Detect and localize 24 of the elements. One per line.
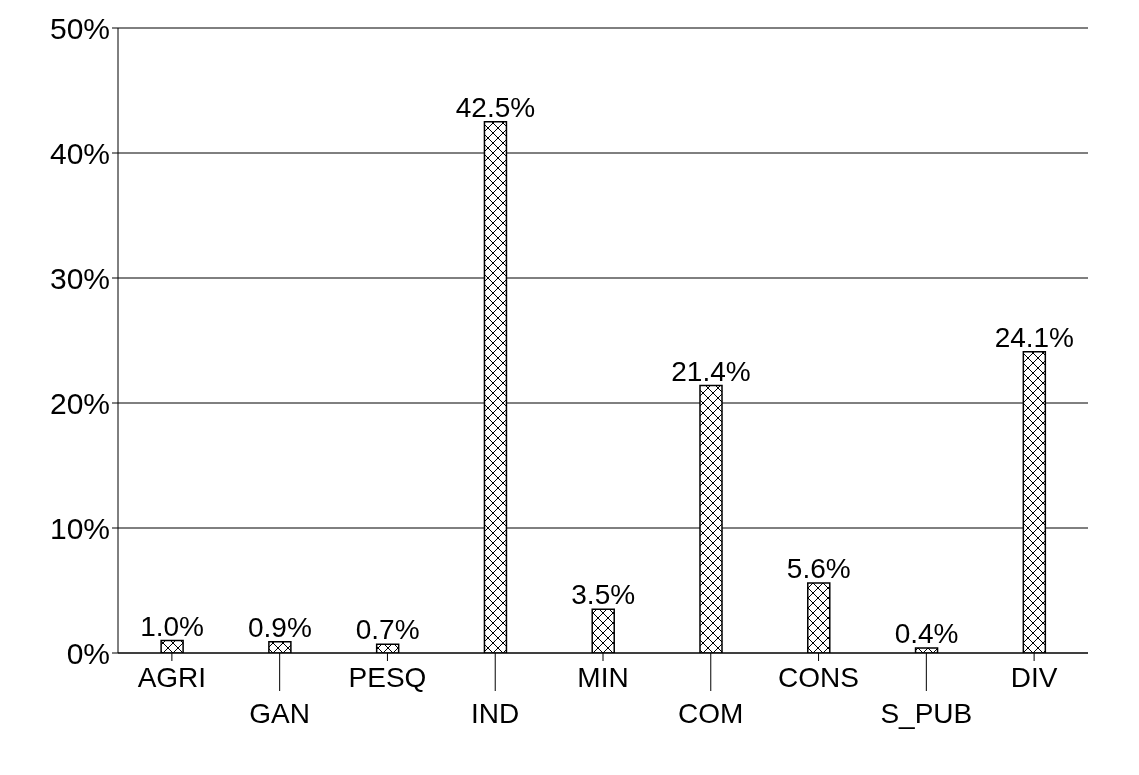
data-label: 42.5% — [455, 91, 536, 123]
x-tick-label: COM — [678, 698, 744, 729]
y-tick-label: 50% — [49, 11, 110, 45]
x-tick-label: GAN — [249, 698, 311, 729]
x-tick-label: PESQ — [348, 662, 427, 693]
x-tick-label: MIN — [577, 662, 629, 693]
y-tick-label: 20% — [49, 386, 110, 420]
data-label: 3.5% — [571, 579, 636, 611]
data-label: 0.4% — [894, 618, 959, 649]
data-label: 0.9% — [247, 611, 312, 643]
x-tick-label: CONS — [778, 662, 860, 693]
y-tick-label: 10% — [49, 511, 110, 545]
y-tick-label: 40% — [49, 136, 110, 170]
data-label: 0.7% — [355, 614, 420, 646]
y-tick-label: 0% — [66, 636, 110, 670]
data-label: 21.4% — [671, 355, 751, 387]
x-tick-label: DIV — [1010, 662, 1058, 693]
data-label: 5.6% — [786, 553, 851, 584]
data-label: 24.1% — [994, 321, 1075, 353]
x-tick-label: S_PUB — [880, 698, 973, 729]
x-tick-label: IND — [471, 698, 520, 729]
x-tick-label: AGRI — [137, 662, 207, 693]
data-label: 1.0% — [140, 610, 205, 642]
y-tick-label: 30% — [49, 261, 110, 295]
